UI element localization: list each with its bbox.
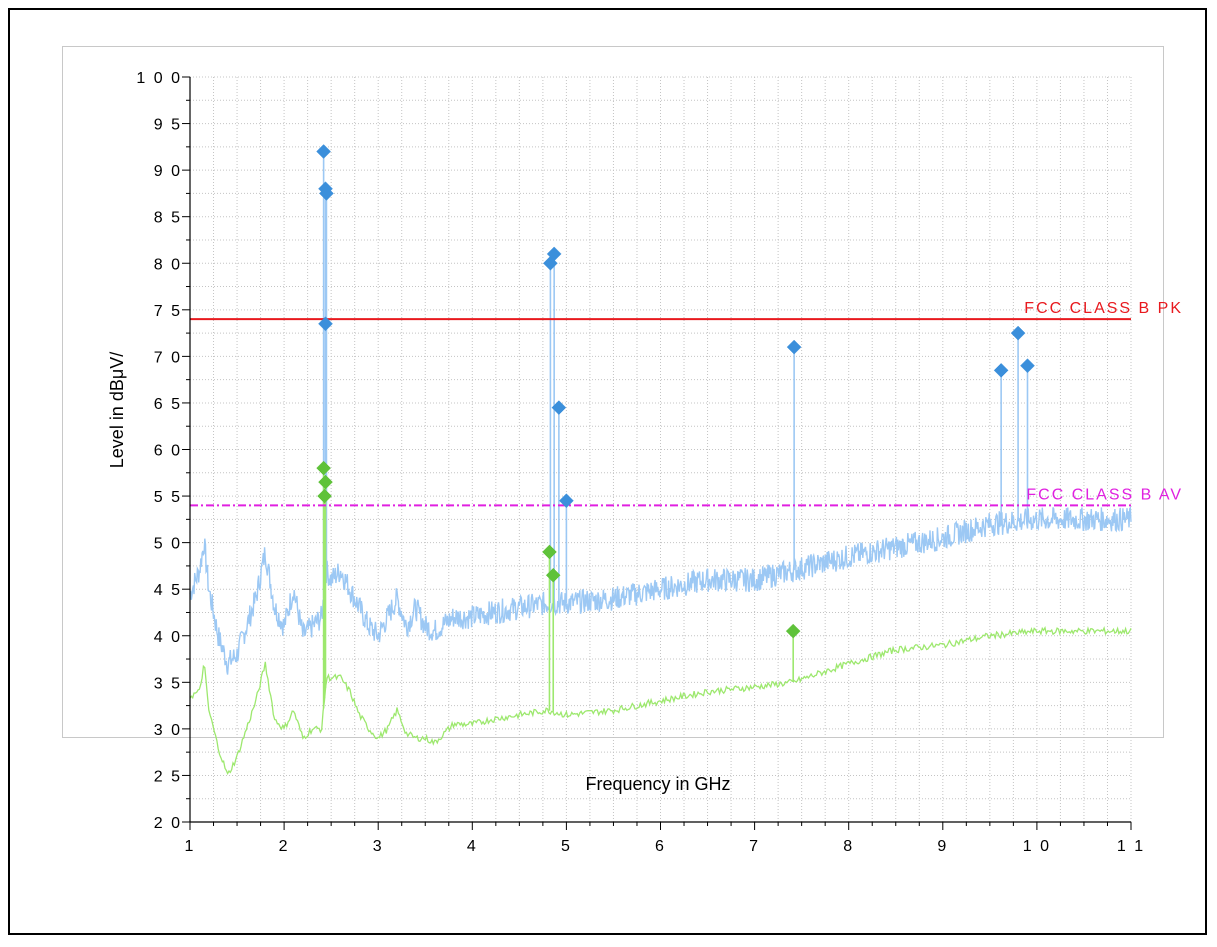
y-axis-title: Level in dBμV/ (107, 352, 127, 468)
tick-labels: 1 0 0 9 5 9 0 8 5 8 0 7 5 7 0 6 5 6 0 5 5 5 0 4 5 4 … (136, 70, 1145, 855)
axes (182, 76, 1132, 830)
y-tick-label: 7 0 (154, 349, 182, 366)
y-tick-label: 9 5 (154, 117, 182, 134)
peak-marker (318, 316, 333, 332)
peak-marker (317, 488, 332, 504)
x-tick-label: 9 (937, 838, 948, 855)
y-tick-label: 3 5 (154, 675, 182, 692)
limit-label-0: FCC CLASS B PK (1024, 300, 1183, 317)
peak-marker (319, 186, 334, 201)
peak-marker (786, 339, 802, 355)
peak-marker (785, 623, 801, 639)
x-tick-label: 1 1 (1117, 838, 1145, 855)
x-tick-label: 6 (655, 838, 666, 855)
grid-lines (189, 76, 1132, 823)
y-tick-label: 2 5 (154, 768, 182, 785)
x-tick-label: 1 (185, 838, 196, 855)
y-tick-label: 2 0 (154, 815, 182, 832)
x-tick-label: 3 (373, 838, 384, 855)
peak-marker (542, 544, 557, 560)
y-tick-label: 5 5 (154, 489, 182, 506)
peak-marker (316, 144, 331, 159)
peak-marker (993, 362, 1009, 378)
x-axis-title: Frequency in GHz (585, 774, 730, 794)
peak-marker (546, 246, 562, 262)
y-tick-label: 3 0 (154, 722, 182, 739)
x-tick-label: 8 (843, 838, 854, 855)
marker-layer (316, 144, 1035, 639)
y-tick-label: 8 5 (154, 210, 182, 227)
x-tick-label: 4 (467, 838, 478, 855)
limit-label-1: FCC CLASS B AV (1026, 486, 1183, 503)
peak-marker (1020, 358, 1035, 374)
y-tick-label: 8 0 (154, 256, 182, 273)
limit-lines: FCC CLASS B PK FCC CLASS B AV (190, 300, 1183, 507)
peak-marker (1010, 325, 1026, 341)
x-tick-label: 1 0 (1023, 838, 1051, 855)
series-trace-0 (189, 506, 1132, 675)
x-tick-label: 7 (749, 838, 760, 855)
peak-marker (551, 400, 567, 415)
y-tick-label: 7 5 (154, 303, 182, 320)
y-tick-label: 1 0 0 (136, 70, 182, 87)
x-tick-label: 2 (279, 838, 290, 855)
y-tick-label: 6 5 (154, 396, 182, 413)
y-tick-label: 9 0 (154, 163, 182, 180)
series-trace-1 (189, 625, 1132, 775)
y-tick-label: 4 5 (154, 582, 182, 599)
series-layer (189, 151, 1132, 775)
peak-marker (318, 474, 333, 490)
peak-marker (559, 493, 574, 509)
peak-marker (545, 567, 561, 583)
y-tick-label: 6 0 (154, 443, 182, 460)
x-tick-label: 5 (561, 838, 572, 855)
peak-marker (316, 460, 331, 476)
y-tick-label: 4 0 (154, 629, 182, 646)
y-tick-label: 5 0 (154, 536, 182, 553)
